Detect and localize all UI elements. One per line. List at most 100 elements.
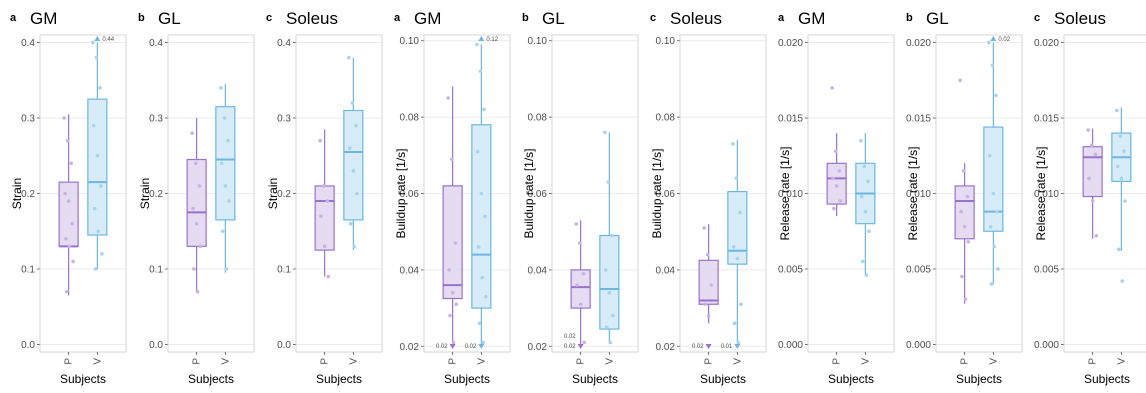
data-point [93, 267, 98, 271]
x-axis-label: Subjects [956, 372, 1002, 386]
data-point [94, 55, 99, 60]
data-point [992, 244, 997, 249]
data-point [354, 123, 358, 128]
data-point [987, 40, 991, 45]
data-point [92, 206, 97, 211]
x-axis-label: Subjects [188, 372, 234, 386]
data-point [995, 209, 999, 214]
y-tick-label: 0.1 [149, 264, 163, 275]
data-point [191, 206, 195, 211]
box-P [1082, 146, 1103, 198]
x-axis-label: Subjects [60, 372, 106, 386]
x-tick-label: P [64, 358, 75, 365]
data-point [70, 221, 75, 226]
data-point [963, 297, 968, 301]
y-tick-label: 0.000 [1034, 340, 1059, 351]
y-tick-label: 0.04 [400, 265, 420, 276]
x-tick-label: P [960, 358, 971, 365]
y-tick-label: 0.4 [149, 38, 163, 49]
data-point [483, 214, 487, 219]
data-point [96, 229, 101, 234]
outlier-label: 0.02 [998, 37, 1010, 43]
data-point [1122, 149, 1126, 154]
data-point [449, 157, 454, 161]
data-point [606, 180, 611, 184]
data-point [988, 224, 993, 229]
plot-frame [39, 34, 127, 353]
x-axis-label: Subjects [572, 372, 618, 386]
data-point [603, 268, 608, 272]
data-point [608, 340, 613, 345]
x-tick-label: V [860, 358, 871, 365]
data-point [996, 267, 1000, 271]
y-tick-label: 0.2 [149, 189, 163, 200]
data-point [475, 42, 479, 47]
plot-frame [1063, 34, 1146, 353]
y-axis-label: Strain [266, 178, 280, 209]
y-axis-label: Buildup rate [1/s] [650, 148, 664, 238]
data-point [482, 107, 486, 112]
y-tick-label: 0.020 [906, 38, 931, 49]
box-V [87, 98, 108, 236]
y-tick-label: 0.010 [1034, 189, 1059, 200]
y-tick-label: 0.06 [528, 189, 548, 200]
data-point [319, 214, 323, 218]
y-tick-label: 0.3 [149, 114, 163, 125]
data-point [961, 169, 966, 173]
data-point [480, 275, 485, 280]
y-tick-label: 0.1 [277, 264, 291, 275]
panel-title: GM [798, 9, 825, 28]
outlier-up-arrow [478, 36, 485, 41]
data-point [837, 169, 842, 173]
data-point [1116, 247, 1121, 252]
data-point [987, 153, 992, 158]
data-point [582, 340, 587, 345]
data-point [702, 226, 706, 230]
data-point [476, 245, 481, 249]
y-tick-label: 0.08 [528, 113, 548, 124]
data-point [350, 101, 355, 105]
y-tick-label: 0.020 [778, 38, 803, 49]
data-point [475, 149, 480, 154]
data-point [67, 244, 72, 249]
panel-letter: c [1034, 12, 1040, 24]
data-point [219, 86, 223, 90]
box-V [727, 190, 748, 265]
panel-3: c Soleus 0.0 0.1 0.2 0.3 0.4 Strain P V Subjects [266, 9, 383, 386]
x-tick-label: V [1116, 358, 1127, 365]
data-point [575, 283, 579, 287]
y-tick-label: 0.3 [21, 114, 35, 125]
data-point [62, 116, 66, 120]
y-tick-label: 0.04 [656, 265, 676, 276]
panel-letter: a [778, 12, 785, 24]
panel-title: GM [414, 9, 441, 28]
box-V [343, 109, 364, 221]
data-point [1119, 176, 1124, 181]
data-point [347, 146, 352, 151]
data-point [577, 241, 582, 245]
y-axis-label: Strain [138, 178, 152, 209]
data-point [224, 267, 229, 271]
data-point [477, 321, 482, 326]
panel-5: b GL 0.02 0.04 0.06 0.08 0.10 Buildup rate [1/s… [522, 9, 639, 386]
outlier-down-arrow [705, 344, 712, 349]
panel-letter: b [906, 12, 913, 24]
data-point [1115, 164, 1120, 169]
data-point [863, 209, 868, 214]
data-point [481, 340, 485, 345]
box-V [983, 126, 1004, 232]
data-point [1086, 128, 1090, 132]
data-point [194, 221, 199, 226]
y-axis-label: Release rate [1/s] [1034, 146, 1048, 240]
data-point [1089, 143, 1094, 147]
box-P [314, 185, 335, 251]
low-outlier-label: 0.02 [564, 334, 576, 340]
data-point [322, 244, 327, 249]
panel-8: b GL 0.000 0.005 0.010 0.015 0.020 Release rate… [906, 9, 1023, 386]
y-tick-label: 0.10 [400, 36, 420, 47]
low-outlier-label: 0.02 [436, 344, 448, 350]
outlier-up-arrow [94, 36, 101, 41]
panel-9: c Soleus 0.000 0.005 0.010 0.015 0.020 Release … [1034, 9, 1146, 386]
data-point [479, 191, 484, 196]
panel-title: Soleus [670, 9, 722, 28]
